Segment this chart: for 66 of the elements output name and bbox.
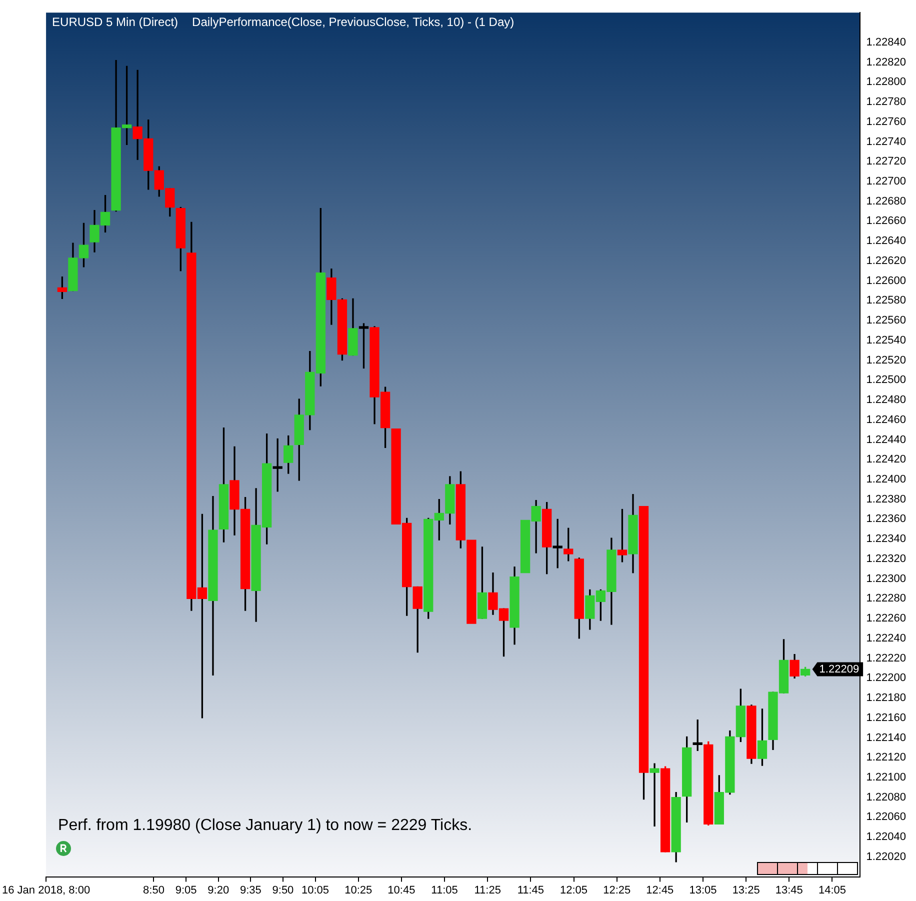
x-tick-label: 9:05	[175, 884, 197, 896]
y-tick-label: 1.22400	[866, 474, 906, 486]
y-tick-label: 1.22540	[866, 334, 906, 346]
y-tick-label: 1.22180	[866, 692, 906, 704]
y-tick-label: 1.22300	[866, 572, 906, 585]
y-tick-label: 1.22580	[866, 294, 906, 307]
x-tick-label: 12:05	[560, 884, 588, 896]
y-tick-label: 1.22320	[866, 552, 906, 565]
y-tick-label: 1.22720	[866, 156, 906, 168]
y-tick-label: 1.22240	[866, 632, 906, 644]
y-tick-label: 1.22460	[866, 414, 906, 426]
x-tick-label: 11:05	[431, 884, 458, 896]
y-tick-label: 1.22160	[866, 712, 906, 724]
y-tick-label: 1.22080	[866, 791, 906, 804]
y-tick-label: 1.22520	[866, 354, 906, 366]
y-tick-label: 1.22820	[866, 56, 906, 68]
x-tick-label: 9:50	[272, 884, 294, 896]
x-tick-label: 9:35	[240, 884, 262, 896]
x-tick-label: 9:20	[208, 884, 230, 896]
x-tick-label: 16 Jan 2018, 8:00	[2, 884, 90, 896]
y-tick-label: 1.22680	[866, 195, 906, 208]
y-tick-label: 1.22600	[866, 274, 906, 287]
y-tick-label: 1.22500	[866, 374, 906, 386]
y-tick-label: 1.22740	[866, 136, 906, 148]
y-tick-label: 1.22760	[866, 116, 906, 128]
y-tick-label: 1.22120	[866, 752, 906, 764]
chart-subtitle: DailyPerformance(Close, PreviousClose, Ticks, 10) - (1 Day)	[192, 14, 514, 30]
y-tick-label: 1.22220	[866, 652, 906, 664]
y-tick-label: 1.22140	[866, 732, 906, 744]
x-tick-label: 11:45	[517, 884, 544, 896]
y-tick-label: 1.22440	[866, 434, 906, 446]
annotation: Perf. from 1.19980 (Close January 1) to now = 2229 Ticks.	[58, 816, 472, 836]
y-tick-label: 1.22380	[866, 493, 906, 506]
y-tick-label: 1.22280	[866, 592, 906, 605]
chart-title: EURUSD 5 Min (Direct)	[52, 14, 178, 30]
x-tick-label: 14:05	[818, 884, 846, 896]
y-tick-label: 1.22200	[866, 672, 906, 684]
y-tick-label: 1.22660	[866, 215, 906, 228]
x-tick-label: 10:25	[344, 884, 372, 896]
x-tick-label: 11:25	[474, 884, 501, 896]
x-tick-label: 12:25	[603, 884, 631, 896]
x-tick-label: 8:50	[143, 884, 164, 896]
y-tick-label: 1.22360	[866, 513, 906, 526]
y-tick-label: 1.22560	[866, 314, 906, 327]
y-tick-label: 1.22340	[866, 533, 906, 546]
y-tick-label: 1.22780	[866, 96, 906, 108]
y-tick-label: 1.22840	[866, 36, 906, 48]
y-tick-label: 1.22700	[866, 176, 906, 188]
y-tick-label: 1.22480	[866, 394, 906, 406]
x-tick-label: 10:45	[388, 884, 416, 896]
y-tick-label: 1.22800	[866, 76, 906, 88]
candlestick	[650, 763, 660, 826]
x-tick-label: 13:25	[732, 884, 760, 896]
x-tick-label: 13:05	[689, 884, 717, 896]
annotation: 1.22209	[819, 664, 860, 676]
y-tick-label: 1.22420	[866, 454, 906, 466]
y-tick-label: 1.22100	[866, 772, 906, 784]
x-tick-label: 12:45	[646, 884, 674, 896]
y-tick-label: 1.22260	[866, 612, 906, 625]
x-tick-label: 13:45	[775, 884, 803, 896]
y-tick-label: 1.22020	[866, 850, 906, 863]
y-tick-label: 1.22640	[866, 235, 906, 248]
x-tick-label: 10:05	[302, 884, 330, 896]
y-tick-label: 1.22620	[866, 254, 906, 267]
y-tick-label: 1.22040	[866, 831, 906, 844]
y-tick-label: 1.22060	[866, 811, 906, 824]
